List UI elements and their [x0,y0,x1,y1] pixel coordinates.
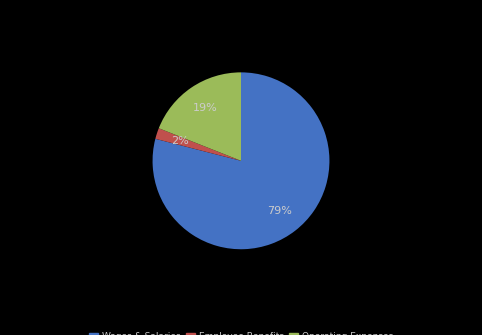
Wedge shape [153,72,329,249]
Wedge shape [155,128,241,161]
Text: 2%: 2% [172,136,189,146]
Legend: Wages & Salaries, Employee Benefits, Operating Expenses: Wages & Salaries, Employee Benefits, Ope… [86,329,396,335]
Text: 79%: 79% [268,206,293,216]
Wedge shape [159,72,241,161]
Text: 19%: 19% [193,103,217,113]
